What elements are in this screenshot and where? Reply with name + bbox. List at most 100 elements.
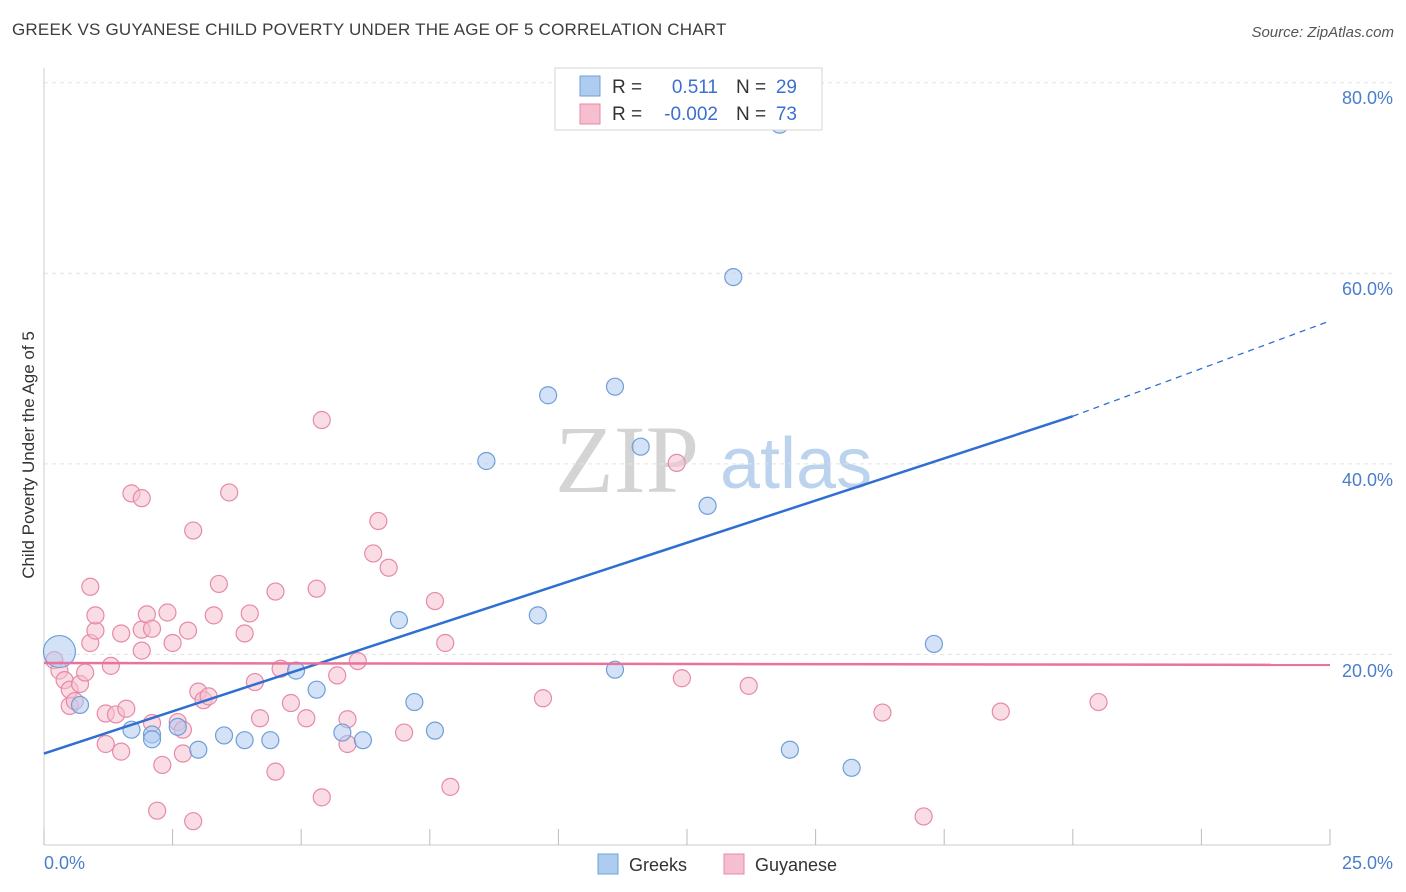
guyanese-point [667, 453, 686, 473]
source-credit: Source: ZipAtlas.com [1251, 24, 1394, 41]
greeks-point [235, 731, 254, 750]
guyanese-point [204, 606, 223, 625]
legend-swatch-guyanese [579, 103, 601, 125]
greeks-point [780, 740, 799, 759]
greeks-point [528, 606, 547, 625]
guyanese-point [739, 676, 758, 695]
greeks-point [214, 726, 234, 745]
guyanese-point [312, 788, 331, 807]
gridlines [44, 82, 1392, 655]
axes [43, 68, 1331, 846]
guyanese-point [348, 651, 367, 671]
guyanese-point [178, 621, 198, 640]
guyanese-point [533, 689, 553, 708]
guyanese-point [184, 812, 203, 831]
legend-n-label-greeks: N = [736, 77, 766, 98]
guyanese-point [281, 693, 301, 713]
greeks-point [261, 731, 280, 750]
greeks-point [189, 740, 208, 759]
guyanese-point [672, 669, 691, 688]
top-legend: R = 0.511 N = 29 R = -0.002 N = 73 [554, 67, 823, 131]
guyanese-point [142, 619, 162, 638]
guyanese-point [441, 777, 460, 796]
guyanese-point [220, 483, 239, 502]
guyanese-point [173, 744, 192, 763]
bottom-legend-swatch-guyanese [723, 853, 745, 875]
greeks-point [605, 377, 625, 396]
data-points [42, 115, 1108, 831]
guyanese-point [132, 641, 151, 660]
greeks-point [389, 611, 409, 630]
greeks-point [924, 634, 944, 654]
legend-r-value-guyanese: -0.002 [664, 104, 718, 125]
guyanese-point [379, 558, 398, 577]
greeks-point [698, 496, 717, 515]
guyanese-point [307, 579, 326, 598]
guyanese-point [914, 807, 933, 826]
greeks-point [405, 692, 424, 712]
y-tick-label-60: 60.0% [1342, 279, 1393, 299]
guyanese-point [209, 574, 228, 594]
greeks-trend-extension [1072, 320, 1331, 417]
guyanese-point [328, 666, 347, 685]
guyanese-point [1089, 692, 1108, 712]
legend-r-label-guyanese: R = [612, 104, 642, 125]
guyanese-point [184, 521, 203, 540]
guyanese-point [153, 755, 172, 775]
guyanese-point [297, 709, 316, 728]
greeks-point [168, 717, 187, 736]
guyanese-point [81, 577, 100, 596]
y-tick-label-40: 40.0% [1342, 470, 1393, 490]
guyanese-point [86, 606, 105, 625]
legend-n-label-guyanese: N = [736, 104, 766, 125]
greeks-point [353, 731, 373, 750]
guyanese-point [873, 703, 892, 722]
greeks-trend-line [43, 415, 1074, 755]
bottom-legend-swatch-greeks [597, 853, 619, 875]
greeks-point [631, 437, 650, 456]
y-tick-label-80: 80.0% [1342, 88, 1393, 108]
guyanese-point [117, 699, 136, 718]
greeks-point [142, 730, 162, 749]
guyanese-point [112, 742, 131, 761]
legend-r-value-greeks: 0.511 [672, 77, 718, 98]
guyanese-point [148, 801, 167, 820]
greeks-point [70, 695, 90, 715]
guyanese-point [312, 410, 331, 430]
guyanese-point [86, 621, 105, 640]
guyanese-point [266, 582, 285, 601]
greeks-point [724, 267, 743, 287]
guyanese-point [96, 734, 115, 754]
y-tick-label-20: 20.0% [1342, 661, 1393, 681]
guyanese-point [250, 709, 270, 728]
guyanese-point [112, 624, 131, 643]
legend-n-value-guyanese: 73 [776, 104, 797, 125]
guyanese-point [369, 511, 388, 531]
bottom-legend-label-greeks: Greeks [629, 855, 687, 875]
guyanese-point [364, 544, 383, 563]
greeks-point [842, 758, 861, 777]
guyanese-point [132, 489, 151, 508]
guyanese-trend-line [43, 661, 1331, 667]
guyanese-point [158, 603, 177, 622]
bottom-legend: Greeks Guyanese [597, 853, 837, 875]
guyanese-point [240, 604, 259, 623]
legend-n-value-greeks: 29 [776, 77, 797, 98]
greeks-point [477, 451, 496, 471]
greeks-point [605, 660, 625, 679]
greeks-point [539, 386, 558, 405]
guyanese-point [76, 663, 95, 682]
x-tick-label-start: 0.0% [44, 853, 85, 873]
guyanese-point [163, 633, 182, 653]
greeks-point [333, 723, 352, 742]
trend-lines [43, 320, 1331, 755]
legend-swatch-greeks [579, 75, 601, 97]
x-tick-label-end: 25.0% [1342, 853, 1393, 873]
guyanese-point [425, 591, 445, 611]
greeks-point [425, 721, 445, 740]
guyanese-point [436, 633, 455, 653]
guyanese-point [101, 656, 120, 675]
y-axis-label: Child Poverty Under the Age of 5 [19, 331, 38, 579]
guyanese-point [991, 702, 1010, 721]
